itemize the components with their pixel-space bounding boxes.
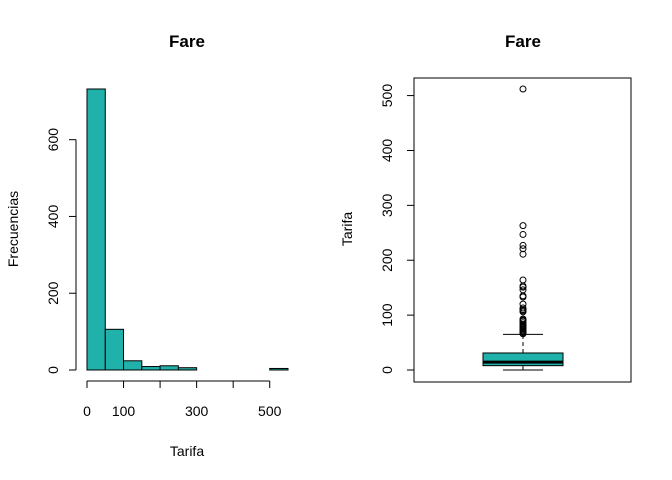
histogram-x-axis-label: Tarifa: [170, 443, 204, 459]
boxplot-outlier-point: [519, 286, 527, 294]
boxplot-y-tick-label: 200: [379, 248, 395, 272]
histogram-panel: Fare 0 100 300 500 0 200 400 600 Tarifa Frecue…: [5, 32, 289, 459]
histogram-bar: [159, 365, 179, 371]
histogram-y-tick-label: 200: [45, 281, 61, 305]
histogram-bar: [141, 366, 161, 371]
histogram-x-tick-label: 300: [185, 403, 209, 419]
boxplot-y-axis: 0 100 200 300 400 500: [379, 84, 415, 374]
boxplot-y-axis-label: Tarifa: [339, 212, 355, 246]
boxplot-outlier-point: [519, 304, 527, 312]
histogram-x-axis: 0 100 300 500: [83, 380, 282, 419]
boxplot-outlier-point: [519, 315, 527, 323]
histogram-y-tick-label: 600: [45, 128, 61, 152]
boxplot-outliers: [519, 85, 527, 338]
histogram-y-tick-label: 0: [45, 366, 61, 374]
boxplot-outlier-point: [519, 250, 527, 258]
histogram-y-axis-label: Frecuencias: [5, 191, 21, 267]
boxplot-panel: Fare 0 100 200 300 400 500 Tarifa: [339, 32, 632, 383]
boxplot-y-tick-label: 0: [379, 366, 395, 374]
boxplot-outlier-point: [519, 230, 527, 238]
histogram-y-axis: 0 200 400 600: [45, 128, 77, 374]
histogram-bar: [177, 367, 198, 371]
histogram-bar: [104, 328, 125, 371]
histogram-x-tick-label: 0: [83, 403, 91, 419]
boxplot-body: [482, 333, 564, 371]
histogram-bar: [269, 367, 289, 371]
boxplot-y-tick-label: 500: [379, 84, 395, 108]
boxplot-y-tick-label: 100: [379, 303, 395, 327]
histogram-x-tick-label: 100: [112, 403, 136, 419]
boxplot-box: [482, 352, 564, 367]
boxplot-outlier-point: [519, 300, 527, 308]
boxplot-outlier-point: [519, 222, 527, 230]
boxplot-y-tick-label: 300: [379, 193, 395, 217]
histogram-x-tick-label: 500: [258, 403, 282, 419]
boxplot-title: Fare: [505, 32, 541, 51]
histogram-bar: [86, 88, 106, 371]
boxplot-outlier-point: [519, 241, 527, 249]
boxplot-outlier-point: [519, 276, 527, 284]
histogram-title: Fare: [169, 32, 205, 51]
histogram-bar: [123, 360, 143, 371]
histogram-y-tick-label: 400: [45, 205, 61, 229]
boxplot-y-tick-label: 400: [379, 139, 395, 163]
histogram-bars: [86, 88, 289, 371]
boxplot-outlier-point: [519, 245, 527, 253]
boxplot-outlier-point: [519, 85, 527, 93]
